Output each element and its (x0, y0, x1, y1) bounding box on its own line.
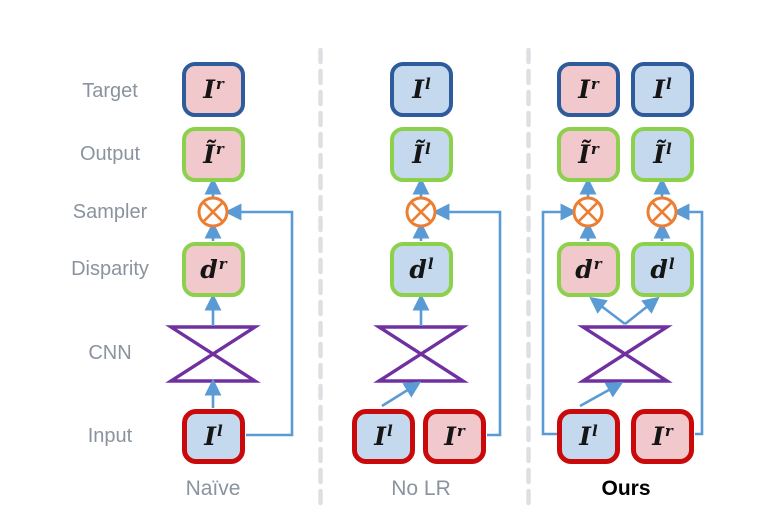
box-input-ir: Ir (423, 409, 486, 464)
box-label: Ĩr (203, 139, 224, 169)
box-target-ir: Ir (557, 62, 620, 117)
cnn-hourglass-icon (373, 325, 469, 383)
box-input-ir: Ir (631, 409, 694, 464)
arrow-cnn-to-disparity-r (589, 296, 626, 326)
cnn-hourglass-icon (577, 325, 673, 383)
box-label: Ĩl (653, 139, 672, 169)
box-label: Ir (444, 421, 465, 451)
cnn-hourglass-icon (165, 325, 261, 383)
caption-ours: Ours (601, 477, 651, 500)
row-label-sampler: Sampler (72, 201, 148, 223)
box-disparity-dl: dl (390, 242, 453, 297)
sampler-icon (405, 196, 437, 228)
row-label-disparity: Disparity (71, 258, 149, 280)
box-label: Il (374, 421, 393, 451)
skip-connection (432, 203, 502, 437)
row-label-input: Input (87, 425, 133, 447)
box-disparity-dr: dr (182, 242, 245, 297)
box-disparity-dl: dl (631, 242, 694, 297)
box-disparity-dr: dr (557, 242, 620, 297)
sampler-icon (646, 196, 678, 228)
arrow-input-to-cnn (579, 381, 624, 408)
skip-connection (541, 203, 578, 436)
box-output-il: Ĩl (390, 127, 453, 182)
row-label-target: Target (82, 80, 138, 102)
box-label: Ir (652, 421, 673, 451)
caption-naive: Naïve (185, 477, 241, 500)
row-label-cnn: CNN (88, 342, 132, 364)
box-output-ir: Ĩr (557, 127, 620, 182)
caption-no-lr: No LR (391, 477, 451, 500)
box-input-il: Il (182, 409, 245, 464)
box-label: Il (653, 74, 672, 104)
arrow-cnn-to-disparity-l (624, 296, 660, 326)
box-label: dl (650, 254, 675, 284)
box-label: Ĩr (578, 139, 599, 169)
box-target-ir: Ir (182, 62, 245, 117)
box-label: Il (204, 421, 223, 451)
box-input-il: Il (557, 409, 620, 464)
box-target-il: Il (631, 62, 694, 117)
row-label-output: Output (79, 143, 141, 165)
box-label: dr (200, 254, 227, 284)
sampler-icon (572, 196, 604, 228)
box-input-il: Il (352, 409, 415, 464)
box-output-il: Ĩl (631, 127, 694, 182)
box-output-ir: Ĩr (182, 127, 245, 182)
box-label: dr (575, 254, 602, 284)
box-label: dl (409, 254, 434, 284)
box-label: Il (579, 421, 598, 451)
box-label: Il (412, 74, 431, 104)
skip-connection (672, 203, 704, 436)
box-label: Ir (203, 74, 224, 104)
box-target-il: Il (390, 62, 453, 117)
arrow-input-to-cnn (381, 381, 422, 408)
sampler-icon (197, 196, 229, 228)
box-label: Ir (578, 74, 599, 104)
skip-connection (224, 203, 294, 437)
box-label: Ĩl (412, 139, 431, 169)
